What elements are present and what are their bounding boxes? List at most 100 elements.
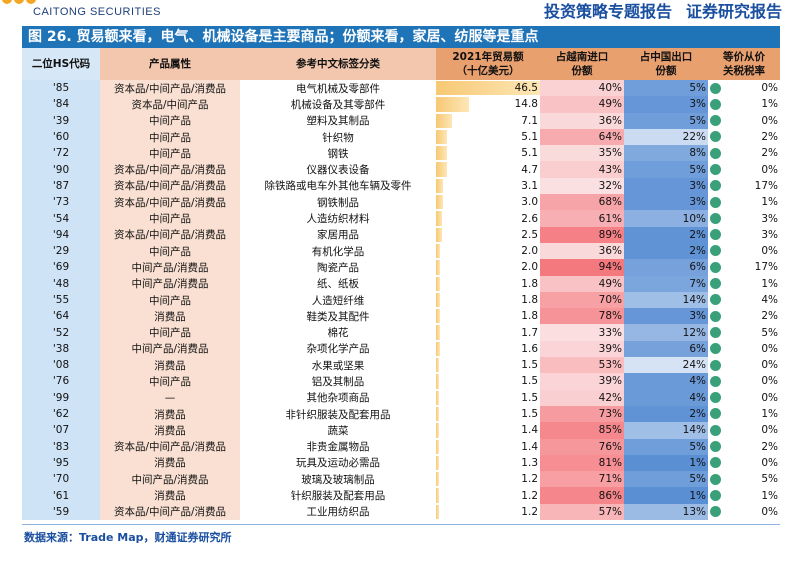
trade-value-bar — [436, 97, 470, 112]
status-dot-icon — [710, 82, 721, 94]
table-row: '64 消费品 鞋类及其配件 1.8 78% 3% 2% — [22, 308, 780, 325]
category-cell: 钢铁制品 — [317, 196, 359, 209]
tariff-rate-cell: 0% — [708, 243, 780, 259]
trade-value-cell: 1.4 — [436, 439, 540, 455]
trade-value-cell: 1.8 — [436, 308, 540, 324]
vietnam-import-share-cell: 39% — [540, 373, 624, 390]
category-cell: 玩具及运动必需品 — [296, 457, 380, 470]
trade-value-text: 1.8 — [521, 277, 538, 290]
tariff-rate-cell: 5% — [708, 324, 780, 340]
table-row: '70 中间产品/消费品 玻璃及玻璃制品 1.2 71% 5% 5% — [22, 471, 780, 488]
vietnam-import-share-cell: 61% — [540, 210, 624, 227]
table-row: '39 中间产品 塑料及其制品 7.1 36% 5% 0% — [22, 112, 780, 129]
trade-value-text: 1.5 — [521, 375, 538, 388]
trade-value-cell: 1.2 — [436, 471, 540, 487]
hs-code-cell: '73 — [22, 194, 100, 211]
header-product-attribute: 产品属性 — [100, 48, 240, 80]
hs-code-cell: '90 — [22, 161, 100, 178]
table-row: '55 中间产品 人造短纤维 1.8 70% 14% 4% — [22, 291, 780, 309]
status-dot-icon — [710, 343, 721, 355]
trade-value-bar — [436, 358, 440, 373]
table-row: '48 中间产品/消费品 纸、纸板 1.8 49% 7% 1% — [22, 275, 780, 292]
tariff-rate-cell: 2% — [708, 439, 780, 455]
trade-value-text: 1.8 — [521, 310, 538, 323]
hs-code-cell: '76 — [22, 373, 100, 390]
trade-value-cell: 1.5 — [436, 357, 540, 373]
category-cell: 棉花 — [327, 327, 349, 340]
status-dot-icon — [710, 326, 721, 338]
vietnam-import-share-cell: 43% — [540, 161, 624, 178]
tariff-rate-text: 4% — [761, 294, 778, 306]
vietnam-import-share-cell: 70% — [540, 291, 624, 309]
trade-value-bar — [436, 341, 440, 357]
trade-value-cell: 1.6 — [436, 341, 540, 357]
trade-value-cell: 4.7 — [436, 161, 540, 177]
category-cell: 杂项化学产品 — [306, 343, 370, 356]
hs-code-cell: '62 — [22, 405, 100, 423]
table-row: '94 资本品/中间产品/消费品 家居用品 2.5 89% 2% 3% — [22, 226, 780, 243]
report-type: 投资策略专题报告 — [543, 2, 672, 21]
trade-value-text: 1.3 — [521, 456, 538, 469]
table-row: '29 中间产品 有机化学品 2.0 36% 2% 0% — [22, 242, 780, 260]
company-logo-text: CAITONG SECURITIES — [33, 6, 161, 18]
tariff-rate-text: 1% — [761, 408, 778, 421]
hs-code-cell: '69 — [22, 259, 100, 276]
tariff-rate-text: 0% — [761, 424, 778, 437]
china-export-share-cell: 5% — [624, 161, 708, 178]
trade-value-cell: 3.0 — [436, 194, 540, 210]
china-export-share-cell: 24% — [624, 357, 708, 374]
product-attribute-cell: — — [100, 389, 240, 406]
trade-value-bar — [436, 227, 442, 242]
tariff-rate-text: 1% — [761, 98, 778, 111]
product-attribute-cell: 中间产品 — [100, 373, 240, 390]
hs-code-cell: '60 — [22, 128, 100, 146]
tariff-rate-cell: 0% — [708, 373, 780, 389]
vietnam-import-share-cell: 76% — [540, 438, 624, 455]
trade-value-text: 3.0 — [521, 196, 538, 209]
status-dot-icon — [710, 310, 721, 322]
hs-code-cell: '38 — [22, 340, 100, 358]
tariff-rate-text: 17% — [754, 261, 778, 274]
product-attribute-cell: 消费品 — [100, 422, 240, 439]
vietnam-import-share-cell: 49% — [540, 275, 624, 292]
hs-code-cell: '48 — [22, 275, 100, 292]
tariff-rate-text: 2% — [761, 131, 778, 144]
tariff-rate-text: 5% — [761, 326, 778, 339]
table-body: '85 资本品/中间产品/消费品 电气机械及零部件 46.5 40% 5% 0% '84 资本品… — [22, 80, 780, 521]
vietnam-import-share-cell: 42% — [540, 389, 624, 406]
status-dot-icon — [710, 489, 721, 501]
vietnam-import-share-cell: 78% — [540, 308, 624, 325]
trade-value-text: 5.1 — [521, 147, 538, 160]
tariff-rate-cell: 0% — [708, 504, 780, 520]
status-dot-icon — [710, 163, 721, 175]
report-company: 证券研究报告 — [685, 2, 782, 21]
table-row: '83 资本品/中间产品/消费品 非贵金属物品 1.4 76% 5% 2% — [22, 438, 780, 455]
product-attribute-cell: 资本品/中间产品/消费品 — [100, 226, 240, 243]
status-dot-icon — [710, 424, 721, 436]
trade-table: 二位HS代码 产品属性 参考中文标签分类 2021年贸易额 （十亿美元） 占越南进… — [22, 48, 780, 521]
china-export-share-cell: 5% — [624, 438, 708, 455]
product-attribute-cell: 中间产品 — [100, 242, 240, 260]
product-attribute-cell: 消费品 — [100, 487, 240, 504]
table-row: '69 中间产品/消费品 陶瓷产品 2.0 94% 6% 17% — [22, 259, 780, 276]
product-attribute-cell: 中间产品/消费品 — [100, 275, 240, 292]
table-row: '52 中间产品 棉花 1.7 33% 12% 5% — [22, 324, 780, 341]
table-header-row: 二位HS代码 产品属性 参考中文标签分类 2021年贸易额 （十亿美元） 占越南进… — [22, 48, 780, 80]
china-export-share-cell: 6% — [624, 340, 708, 358]
vietnam-import-share-cell: 49% — [540, 96, 624, 113]
table-row: '61 消费品 针织服装及配套用品 1.2 86% 1% 1% — [22, 487, 780, 504]
tariff-rate-text: 1% — [761, 277, 778, 290]
table-row: '76 中间产品 铝及其制品 1.5 39% 4% 0% — [22, 373, 780, 390]
vietnam-import-share-cell: 94% — [540, 259, 624, 276]
trade-value-cell: 2.5 — [436, 227, 540, 243]
table-row: '84 资本品/中间产品 机械设备及其零部件 14.8 49% 3% 1% — [22, 96, 780, 113]
tariff-rate-cell: 2% — [708, 145, 780, 161]
table-row: '62 消费品 非针织服装及配套用品 1.5 73% 2% 1% — [22, 405, 780, 423]
trade-value-bar — [436, 406, 440, 422]
trade-value-text: 1.4 — [521, 440, 538, 453]
trade-value-cell: 1.3 — [436, 455, 540, 471]
china-export-share-cell: 4% — [624, 373, 708, 390]
tariff-rate-cell: 0% — [708, 455, 780, 471]
china-export-share-cell: 14% — [624, 291, 708, 309]
tariff-rate-cell: 2% — [708, 308, 780, 324]
